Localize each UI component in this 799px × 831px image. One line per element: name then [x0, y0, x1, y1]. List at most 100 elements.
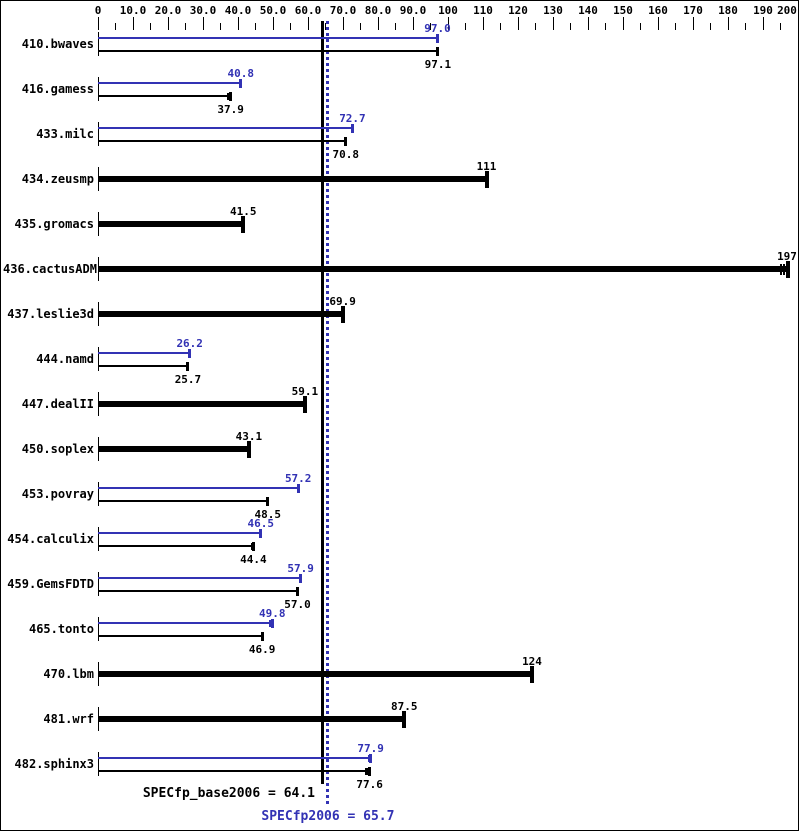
peak-bar-end-cap: [369, 754, 373, 763]
base-value-label: 25.7: [174, 373, 202, 386]
x-axis-tick-label: 110: [473, 4, 493, 17]
x-axis-tick: [482, 17, 484, 30]
x-axis-tick: [622, 17, 624, 30]
x-axis-tick: [727, 17, 729, 30]
peak-bar-end-cap: [296, 484, 300, 493]
base-value-label: 77.6: [356, 778, 383, 791]
x-axis-tick-label: 30.0: [189, 4, 217, 17]
peak-bar-end-cap: [270, 619, 274, 628]
base-bar-end-cap: [484, 171, 489, 188]
base-value-label: 46.9: [248, 643, 276, 656]
peak-bar: [98, 487, 299, 489]
x-axis-tick-label: 160: [648, 4, 668, 17]
base-bar: [98, 266, 788, 272]
x-axis-tick: [360, 23, 361, 30]
peak-bar: [98, 82, 241, 84]
peak-bar: [98, 352, 190, 354]
base-value-label: 59.1: [291, 385, 319, 398]
x-axis-tick: [220, 23, 221, 30]
x-axis-tick: [430, 23, 431, 30]
peak-bar-end-cap: [259, 529, 263, 538]
base-bar: [98, 221, 244, 227]
x-axis-tick: [272, 17, 274, 30]
benchmark-label: 416.gamess: [21, 82, 94, 96]
x-axis-tick: [150, 23, 151, 30]
peak-bar: [98, 577, 301, 579]
x-axis-tick: [640, 23, 641, 30]
x-axis-tick: [797, 17, 798, 30]
x-axis-tick-label: 90.0: [399, 4, 427, 17]
base-bar-end-cap: [266, 497, 270, 506]
x-axis-tick-label: 140: [578, 4, 598, 17]
row-axis-tick: [98, 77, 99, 101]
x-axis-tick: [745, 23, 746, 30]
peak-bar: [98, 532, 261, 534]
base-value-label: 69.9: [329, 295, 356, 308]
base-value-label: 43.1: [235, 430, 263, 443]
benchmark-label: 447.dealII: [21, 397, 94, 411]
peak-mean-label: SPECfp2006 = 65.7: [261, 809, 395, 824]
peak-value-label: 57.9: [287, 562, 314, 575]
x-axis-tick: [115, 23, 116, 30]
base-bar: [98, 770, 370, 772]
base-value-label: 97.1: [424, 58, 452, 71]
x-axis-tick: [237, 17, 239, 30]
x-axis-tick: [412, 17, 414, 30]
peak-bar-end-cap: [350, 124, 354, 133]
x-axis-tick: [587, 17, 589, 30]
peak-bar-end-cap: [299, 574, 303, 583]
base-bar: [98, 140, 346, 142]
x-axis-tick: [465, 23, 466, 30]
base-run-mark: [227, 93, 230, 100]
x-axis-tick: [342, 17, 344, 30]
benchmark-label: 436.cactusADM: [3, 262, 97, 276]
peak-value-label: 57.2: [284, 472, 312, 485]
x-axis-tick-label: 120: [508, 4, 528, 17]
x-axis-tick: [762, 17, 764, 30]
peak-value-label: 40.8: [227, 67, 255, 80]
benchmark-label: 470.lbm: [43, 667, 94, 681]
peak-bar: [98, 37, 438, 39]
x-axis-tick: [97, 17, 99, 30]
peak-bar-end-cap: [239, 79, 243, 88]
x-axis-tick: [552, 17, 554, 30]
peak-value-label: 97.0: [424, 22, 451, 35]
row-axis-tick: [98, 752, 99, 776]
base-value-label: 70.8: [332, 148, 360, 161]
x-axis-tick: [570, 23, 571, 30]
x-axis-tick-label: 70.0: [329, 4, 357, 17]
peak-run-mark: [367, 755, 370, 762]
peak-bar: [98, 622, 273, 624]
benchmark-label: 435.gromacs: [14, 217, 94, 231]
benchmark-label: 481.wrf: [43, 712, 94, 726]
benchmark-label: 459.GemsFDTD: [7, 577, 94, 591]
x-axis-tick: [780, 23, 781, 30]
base-bar-end-cap: [246, 441, 251, 458]
x-axis-tick-label: 50.0: [259, 4, 287, 17]
peak-run-mark: [269, 620, 272, 627]
peak-value-label: 77.9: [357, 742, 384, 755]
x-axis-tick: [377, 17, 379, 30]
base-bar-end-cap: [368, 767, 372, 776]
base-mean-label: SPECfp_base2006 = 64.1: [142, 786, 315, 801]
benchmark-label: 437.leslie3d: [7, 307, 94, 321]
peak-bar: [98, 127, 353, 129]
base-run-mark: [251, 543, 253, 550]
row-axis-tick: [98, 347, 99, 371]
base-bar-end-cap: [241, 216, 246, 233]
base-bar-end-cap: [186, 362, 190, 371]
x-axis-tick: [710, 23, 711, 30]
base-bar-end-cap: [296, 587, 299, 596]
x-axis-tick: [290, 23, 291, 30]
x-axis-tick-label: 200: [777, 4, 797, 17]
base-value-label: 37.9: [217, 103, 244, 116]
base-bar: [98, 635, 263, 637]
base-run-mark: [365, 768, 368, 775]
x-axis-tick: [307, 17, 309, 30]
x-axis-tick: [657, 17, 659, 30]
row-axis-tick: [98, 482, 99, 506]
peak-mean-line: [326, 21, 330, 807]
x-axis-tick: [675, 23, 676, 30]
x-axis-tick-label: 10.0: [119, 4, 147, 17]
